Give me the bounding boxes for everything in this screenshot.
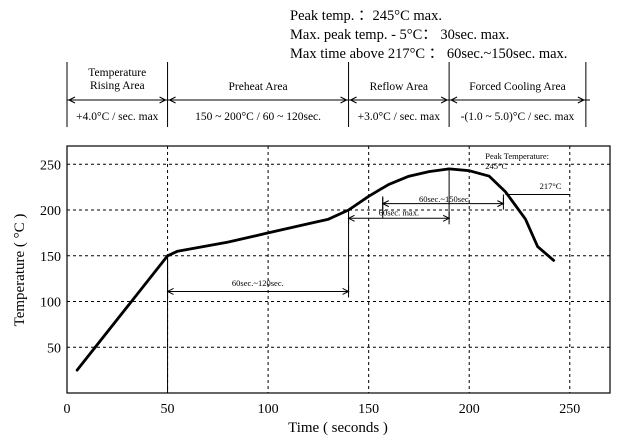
- y-tick-label: 100: [40, 296, 61, 311]
- x-tick-label: 250: [559, 402, 580, 417]
- zone-name: Reflow Area: [370, 81, 428, 93]
- annotation-label: 60sec.~150sec: [419, 194, 469, 204]
- spec-max-time-above: Max time above 217°C ： 60sec.~150sec. ma…: [290, 46, 567, 62]
- zone-arrow: [67, 96, 76, 104]
- x-tick-label: 0: [64, 402, 71, 417]
- annotation-label: 60sec. max.: [379, 208, 419, 218]
- x-tick-label: 150: [358, 402, 379, 417]
- zone-rate: +3.0°C / sec. max: [358, 111, 441, 123]
- x-tick-label: 50: [161, 402, 175, 417]
- zone-rate: -(1.0 ~ 5.0)°C / sec. max: [461, 111, 575, 123]
- y-tick-label: 150: [40, 250, 61, 265]
- x-axis-title: Time ( seconds ): [288, 420, 388, 436]
- zone-arrow: [168, 96, 176, 104]
- zone-arrow: [449, 96, 458, 104]
- zone-name: Preheat Area: [229, 81, 288, 93]
- profile-curve: [75, 167, 556, 372]
- y-tick-label: 250: [40, 158, 61, 173]
- grid: [67, 146, 610, 393]
- zone-arrow: [340, 96, 348, 104]
- spec-peak-temp: Peak temp. ：245°C max.: [290, 8, 442, 24]
- x-tick-label: 100: [258, 402, 279, 417]
- zone-arrow: [159, 96, 167, 104]
- y-tick-label: 50: [47, 341, 61, 356]
- annotation-label: Peak Temperature:: [485, 151, 549, 161]
- spec-max-peak: Max. peak temp. - 5°C： 30sec. max.: [290, 27, 509, 43]
- annotation-label: 60sec.~120sec.: [232, 278, 284, 288]
- zone-arrow: [440, 96, 449, 104]
- zone-rate: 150 ~ 200°C / 60 ~ 120sec.: [195, 111, 321, 123]
- y-axis: 50 100 150 200 250: [40, 158, 61, 356]
- plot-frame: [66, 145, 611, 394]
- zone-arrow: [349, 96, 357, 104]
- x-tick-label: 200: [459, 402, 480, 417]
- zone-name: Rising Area: [90, 80, 145, 92]
- y-tick-label: 200: [40, 204, 61, 219]
- zone-name: Temperature: [88, 67, 146, 79]
- y-axis-title: Temperature ( °C ): [12, 214, 28, 327]
- zone-name: Forced Cooling Area: [469, 81, 565, 93]
- zone-arrow: [577, 96, 585, 104]
- annotations: Peak Temperature:245°C 217°C 60sec.~150sec…: [166, 151, 570, 393]
- zone-rate: +4.0°C / sec. max: [76, 111, 159, 123]
- annotation-label: 245°C: [485, 161, 507, 171]
- x-axis: 0 50 100 150 200 250: [64, 402, 581, 417]
- annotation-label: 217°C: [540, 181, 562, 191]
